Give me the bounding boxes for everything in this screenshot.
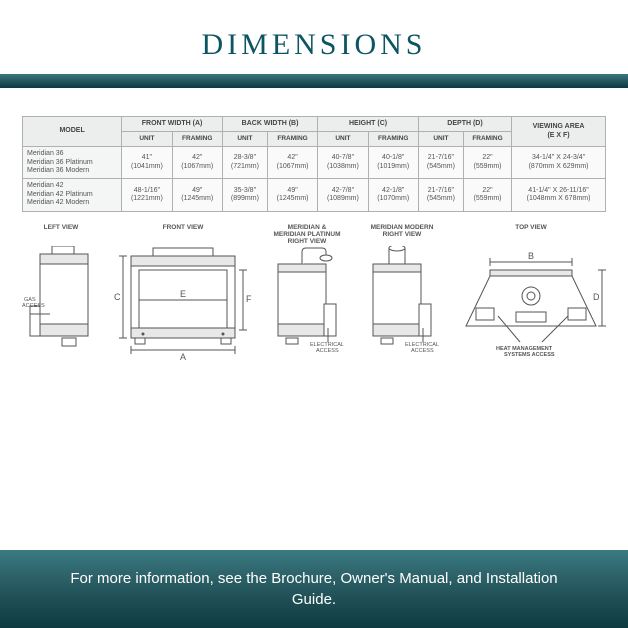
svg-text:ACCESS: ACCESS [411,348,434,354]
sub-header: UNIT [418,132,463,147]
svg-text:C: C [114,292,121,302]
right-view-1-svg: ELECTRICAL ACCESS [266,246,348,356]
front-view: FRONT VIEW E F [113,224,253,366]
footer-bar: For more information, see the Brochure, … [0,550,628,628]
svg-text:E: E [180,289,186,299]
sub-header: FRAMING [267,132,317,147]
table-row: Meridian 42Meridian 42 PlatinumMeridian … [23,179,606,211]
view-label: MERIDIAN &MERIDIAN PLATINUMRIGHT VIEW [273,224,340,244]
sub-header: FRAMING [172,132,222,147]
header: DIMENSIONS [0,0,628,74]
sub-header: UNIT [222,132,267,147]
viewing-header: VIEWING AREA(E X F) [512,117,606,147]
sub-header: FRAMING [368,132,418,147]
top-view: TOP VIEW B D [456,224,606,366]
group-header: BACK WIDTH (B) [222,117,317,132]
page-title: DIMENSIONS [0,28,628,62]
diagram-row: LEFT VIEW GAS ACCESS FRONT VIEW [22,224,606,366]
left-view-svg: GAS ACCESS [22,246,100,356]
data-cell: 42-1/8"(1070mm) [368,179,418,211]
data-cell: 22"(559mm) [463,147,511,179]
sub-header: UNIT [122,132,172,147]
data-cell: 42"(1067mm) [172,147,222,179]
data-cell: 48-1/16"(1221mm) [122,179,172,211]
data-cell: 49"(1245mm) [172,179,222,211]
dimensions-table: MODEL FRONT WIDTH (A) BACK WIDTH (B) HEI… [22,116,606,212]
table-header-row-1: MODEL FRONT WIDTH (A) BACK WIDTH (B) HEI… [23,117,606,132]
view-label: TOP VIEW [515,224,547,244]
data-cell: 22"(559mm) [463,179,511,211]
data-cell: 42-7/8"(1089mm) [318,179,368,211]
data-cell: 41"(1041mm) [122,147,172,179]
svg-text:D: D [593,292,600,302]
sub-header: FRAMING [463,132,511,147]
data-cell: 40-1/8"(1019mm) [368,147,418,179]
data-cell: 21-7/16"(545mm) [418,147,463,179]
data-cell: 28-3/8"(721mm) [222,147,267,179]
right-view-modern: MERIDIAN MODERNRIGHT VIEW ELECTRICAL ACC… [361,224,443,366]
group-header: HEIGHT (C) [318,117,419,132]
svg-text:SYSTEMS ACCESS: SYSTEMS ACCESS [504,352,555,358]
view-label: FRONT VIEW [163,224,204,244]
model-cell: Meridian 42Meridian 42 PlatinumMeridian … [23,179,122,211]
right-view-platinum: MERIDIAN &MERIDIAN PLATINUMRIGHT VIEW EL… [266,224,348,366]
data-cell: 35-3/8"(899mm) [222,179,267,211]
svg-text:ACCESS: ACCESS [316,348,339,354]
model-cell: Meridian 36Meridian 36 PlatinumMeridian … [23,147,122,179]
model-header: MODEL [23,117,122,147]
sub-header: UNIT [318,132,368,147]
view-label: LEFT VIEW [44,224,79,244]
data-cell: 42"(1067mm) [267,147,317,179]
data-cell: 40-7/8"(1038mm) [318,147,368,179]
data-cell: 34-1/4" X 24-3/4"(870mm X 629mm) [512,147,606,179]
divider-gradient-top [0,74,628,88]
svg-text:A: A [180,352,186,362]
front-view-svg: E F C A [113,246,253,366]
left-view: LEFT VIEW GAS ACCESS [22,224,100,366]
group-header: DEPTH (D) [418,117,511,132]
view-label: MERIDIAN MODERNRIGHT VIEW [371,224,434,244]
svg-text:F: F [246,294,252,304]
footer-text: For more information, see the Brochure, … [70,570,557,608]
data-cell: 41-1/4" X 26-11/16"(1048mm X 678mm) [512,179,606,211]
svg-text:ACCESS: ACCESS [22,303,45,309]
top-view-svg: B D HEAT MANAGEMENT SYSTEMS ACCESS [456,246,606,366]
data-cell: 49"(1245mm) [267,179,317,211]
data-cell: 21-7/16"(545mm) [418,179,463,211]
right-view-2-svg: ELECTRICAL ACCESS [361,246,443,356]
svg-text:B: B [528,251,534,261]
group-header: FRONT WIDTH (A) [122,117,223,132]
table-row: Meridian 36Meridian 36 PlatinumMeridian … [23,147,606,179]
content-area: MODEL FRONT WIDTH (A) BACK WIDTH (B) HEI… [0,88,628,550]
